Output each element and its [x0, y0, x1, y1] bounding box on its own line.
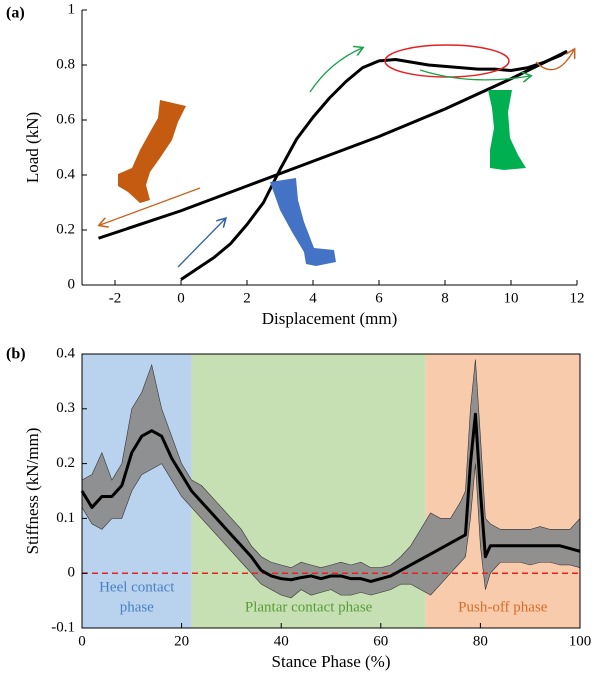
x-tick-label: -2 [109, 290, 122, 306]
arrow [419, 69, 530, 80]
x-tick-label: 60 [373, 633, 388, 649]
x-tick-label: 12 [570, 290, 585, 306]
y-tick-label: 0 [68, 276, 76, 292]
data-line [80, 412, 581, 583]
x-tick-label: 0 [177, 290, 185, 306]
x-tick-label: 0 [78, 633, 86, 649]
x-tick-label: 6 [375, 290, 383, 306]
y-tick-label: 0.2 [56, 221, 75, 237]
y-tick-label: 0.4 [56, 166, 75, 182]
x-tick-label: 20 [174, 633, 189, 649]
data-line [98, 49, 568, 240]
x-axis-title: Stance Phase (%) [272, 652, 391, 671]
arrow [309, 48, 362, 93]
y-tick-label: 0.8 [56, 56, 75, 72]
panel-label: (b) [6, 346, 26, 363]
foot-silhouette [118, 100, 186, 203]
y-tick-label: 0 [68, 565, 76, 581]
x-axis-title: Displacement (mm) [262, 309, 398, 328]
y-tick-label: 1 [68, 1, 76, 17]
illustrations [100, 44, 574, 268]
arrow [535, 50, 574, 71]
y-axis-title: Stiffness (kN/mm) [23, 428, 42, 555]
y-tick-label: 0.6 [56, 111, 75, 127]
y-tick-label: 0.2 [56, 455, 75, 471]
x-tick-label: 40 [274, 633, 289, 649]
x-tick-label: 2 [243, 290, 251, 306]
phase-label: phase [120, 599, 154, 615]
plots: -2 0 2 4 6 8 10 12 0 0.2 0.4 0.6 0.8 1 Displacement (m… [6, 1, 591, 670]
y-tick-label: 0.1 [56, 510, 75, 526]
foot-silhouette [488, 90, 526, 170]
panel-label: (a) [6, 5, 25, 22]
phase-label: Heel contact [99, 579, 175, 595]
y-tick-label: 0.4 [56, 345, 75, 361]
x-tick-label: 100 [569, 633, 592, 649]
phase-label: Plantar contact phase [245, 599, 373, 615]
x-tick-label: 8 [441, 290, 449, 306]
y-axis-title: Load (kN) [23, 112, 42, 183]
foot-silhouette [270, 178, 336, 266]
y-tick-label: 0.3 [56, 400, 75, 416]
phase-label: Push-off phase [458, 599, 548, 615]
data-line [180, 49, 568, 281]
x-tick-label: 80 [473, 633, 488, 649]
arrow [100, 187, 201, 225]
x-tick-label: 4 [309, 290, 317, 306]
phase-region [425, 354, 580, 628]
plot-frame [81, 353, 581, 629]
y-tick-label: -0.1 [51, 619, 75, 635]
x-tick-label: 10 [504, 290, 519, 306]
arrow [177, 219, 225, 268]
